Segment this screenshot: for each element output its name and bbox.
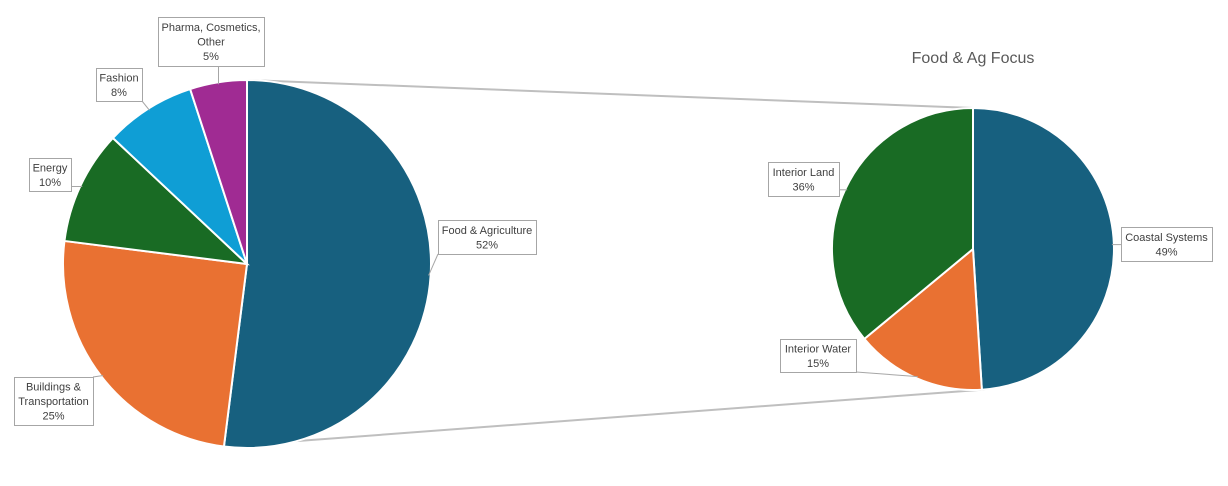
connector-line-bottom <box>223 388 986 448</box>
focus-pie-title: Food & Ag Focus <box>912 50 1035 67</box>
main-label-fashion: Fashion 8% <box>96 68 150 111</box>
main-label-value-buildings-transportation: 25% <box>42 411 64 423</box>
connector-lines <box>223 79 986 448</box>
main-label-box-energy <box>29 158 72 192</box>
main-slice-food-agriculture <box>222 78 432 449</box>
main-label-buildings-transportation: Buildings & Transportation 25% <box>14 375 104 426</box>
main-label-text-buildings-transportation: Buildings & <box>26 382 82 394</box>
focus-label-text-interior-land: Interior Land <box>773 167 835 179</box>
data-labels: Food & Agriculture 52% Buildings & Transpor… <box>14 17 1213 426</box>
focus-label-value-coastal-systems: 49% <box>1155 246 1177 258</box>
main-leader-buildings-transportation <box>92 375 104 378</box>
focus-label-box-coastal-systems <box>1121 227 1213 262</box>
focus-label-text-coastal-systems: Coastal Systems <box>1125 232 1208 244</box>
main-label-food-agriculture: Food & Agriculture 52% <box>428 220 537 276</box>
focus-pie <box>831 106 1115 391</box>
main-label-energy: Energy 10% <box>29 158 83 192</box>
main-label-value-energy: 10% <box>39 177 61 189</box>
main-label-value-food-agriculture: 52% <box>476 239 498 251</box>
focus-label-value-interior-land: 36% <box>792 181 814 193</box>
main-slice-energy <box>63 136 250 266</box>
main-label-value-fashion: 8% <box>111 87 127 99</box>
focus-label-interior-land: Interior Land 36% <box>768 162 848 197</box>
main-label-value-pharma-cosmetics-other: 5% <box>203 51 219 63</box>
focus-slice-coastal-systems <box>972 106 1115 391</box>
main-label-text-buildings-transportation: Transportation <box>18 396 89 408</box>
main-slice-buildings-transportation <box>62 239 249 448</box>
focus-label-interior-water: Interior Water 15% <box>780 339 918 378</box>
focus-label-value-interior-water: 15% <box>807 358 829 370</box>
focus-label-box-interior-water <box>780 339 857 373</box>
main-label-pharma-cosmetics-other: Pharma, Cosmetics, Other 5% <box>158 17 265 85</box>
main-label-box-buildings-transportation <box>14 377 94 426</box>
main-label-text-pharma-cosmetics-other: Pharma, Cosmetics, <box>161 22 260 34</box>
main-leader-food-agriculture <box>428 253 439 276</box>
main-label-text-pharma-cosmetics-other: Other <box>197 37 225 49</box>
main-label-box-fashion <box>96 68 143 102</box>
main-pie <box>62 78 432 449</box>
connector-line-top <box>246 79 974 109</box>
focus-label-box-interior-land <box>768 162 840 197</box>
main-label-box-food-agriculture <box>438 220 537 255</box>
focus-slice-interior-water <box>862 246 983 391</box>
focus-leader-interior-water <box>855 371 918 378</box>
focus-slice-interior-land <box>831 106 974 341</box>
main-label-box-pharma-cosmetics-other <box>158 17 265 67</box>
main-label-text-food-agriculture: Food & Agriculture <box>442 225 533 237</box>
main-leader-fashion <box>141 100 150 111</box>
main-label-text-energy: Energy <box>33 162 68 174</box>
focus-label-coastal-systems: Coastal Systems 49% <box>1111 227 1213 262</box>
main-label-text-fashion: Fashion <box>99 72 138 84</box>
focus-label-text-interior-water: Interior Water <box>785 343 852 355</box>
